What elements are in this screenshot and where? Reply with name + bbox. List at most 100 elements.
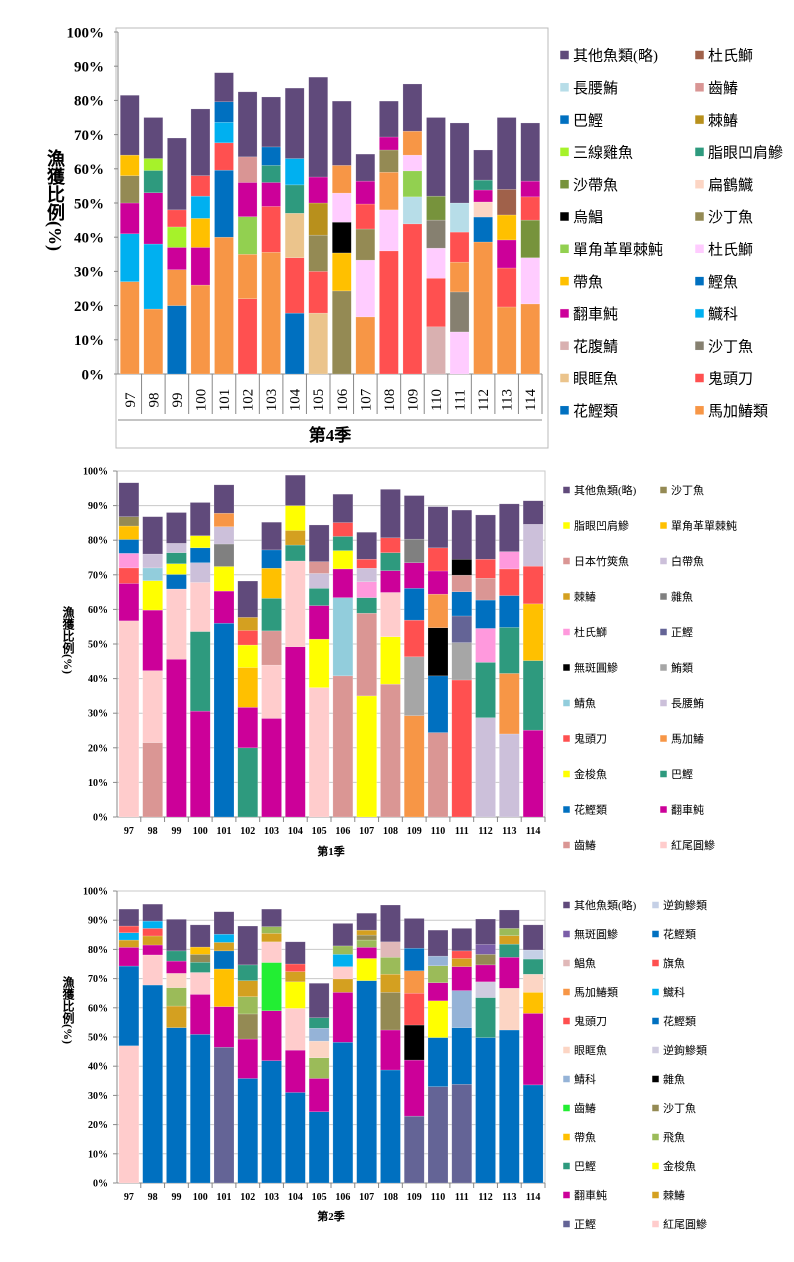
bar-segment-114-2 xyxy=(522,660,544,731)
bar-segment-103-1 xyxy=(261,251,281,375)
legend-swatch xyxy=(659,486,668,494)
bar-segment-97-5 xyxy=(118,539,140,554)
legend-item: 逆鉤鰺類 xyxy=(651,898,707,912)
bar-segment-105-7 xyxy=(308,983,330,1018)
bar-segment-108-6 xyxy=(379,100,399,138)
legend-swatch xyxy=(562,770,571,778)
bar-segment-97-4 xyxy=(118,939,140,948)
legend-item: 鬼頭刀 xyxy=(562,1014,607,1028)
legend-label: 眼眶魚 xyxy=(573,371,618,388)
legend-swatch xyxy=(562,592,571,601)
bar-segment-98-5 xyxy=(142,567,163,581)
bar-segment-102-4 xyxy=(237,182,258,217)
bar-segment-113-1 xyxy=(496,306,517,375)
y-tick-label: 50% xyxy=(88,1033,108,1044)
bar-segment-101-5 xyxy=(213,942,235,952)
legend-item: 馬加鰆 xyxy=(659,733,704,746)
legend-swatch xyxy=(562,521,571,530)
legend-swatch xyxy=(694,147,705,157)
bar-segment-100-2 xyxy=(190,247,211,286)
x-tick-label: 113 xyxy=(502,826,516,837)
legend-swatch xyxy=(694,179,705,189)
bar-segment-110-1 xyxy=(426,326,446,375)
legend-item: 其他魚類(略) xyxy=(562,898,637,912)
x-tick-label: 108 xyxy=(383,826,398,837)
legend-label: 單角革單棘魨 xyxy=(671,519,737,533)
legend-label: 日本竹筴魚 xyxy=(574,554,629,568)
y-axis-label: 漁獲比例(%) xyxy=(61,975,75,1044)
bar-segment-99-3 xyxy=(166,987,187,1007)
bar-segment-113-2 xyxy=(496,267,517,308)
bar-segment-107-2 xyxy=(355,259,376,318)
x-tick-label: 110 xyxy=(431,1192,445,1203)
x-tick-label: 111 xyxy=(453,389,469,410)
y-tick-label: 30% xyxy=(88,1091,108,1102)
x-tick-label: 100 xyxy=(193,389,209,412)
bar-segment-107-6 xyxy=(356,558,377,569)
legend-label: 馬加鰆類 xyxy=(708,403,768,420)
chart-title: 第1季 xyxy=(317,844,345,858)
legend-item: 齒鰆 xyxy=(562,1102,596,1115)
bar-segment-111-1 xyxy=(451,679,473,818)
bar-segment-98-1 xyxy=(142,742,163,818)
legend-swatch xyxy=(559,82,570,93)
y-tick-label: 100% xyxy=(83,467,108,478)
x-tick-label: 99 xyxy=(171,1192,181,1203)
legend-item: 脂眼凹肩鰺 xyxy=(694,145,783,162)
bar-segment-109-4 xyxy=(403,588,425,621)
bar-segment-108-1 xyxy=(380,1069,401,1184)
legend-item: 杜氏鰤 xyxy=(562,625,607,639)
bar-segment-108-2 xyxy=(380,1029,401,1071)
y-tick-label: 20% xyxy=(88,1120,108,1131)
bar-segment-97-2 xyxy=(118,965,140,1047)
bar-segment-113-2 xyxy=(499,987,520,1031)
bar-segment-99-6 xyxy=(166,950,187,962)
bar-segment-114-4 xyxy=(520,196,540,221)
legend-swatch xyxy=(559,179,570,189)
bar-segment-101-6 xyxy=(213,512,235,527)
x-tick-label: 102 xyxy=(240,1192,255,1203)
legend-item: 鯖科 xyxy=(562,1072,596,1086)
legend-label: 鯧魚 xyxy=(574,956,596,970)
legend-swatch xyxy=(651,1046,660,1054)
x-tick-label: 109 xyxy=(407,1192,422,1203)
legend-label: 烏鯧 xyxy=(573,209,603,226)
bar-segment-102-3 xyxy=(237,1013,259,1040)
x-tick-label: 111 xyxy=(455,826,469,837)
bar-segment-108-3 xyxy=(379,171,399,211)
legend-label: 齒鰆 xyxy=(708,80,738,97)
bar-segment-97-6 xyxy=(118,525,140,540)
bar-segment-110-4 xyxy=(426,219,446,249)
bar-segment-103-4 xyxy=(261,598,282,632)
x-tick-label: 101 xyxy=(217,1192,232,1203)
bar-segment-105-7 xyxy=(308,524,330,562)
bar-segment-109-4 xyxy=(403,992,425,1026)
legend-item: 鯧魚 xyxy=(562,956,596,970)
bar-segment-99-5 xyxy=(166,960,187,974)
legend-swatch xyxy=(651,930,660,938)
legend-swatch xyxy=(659,841,668,849)
legend-item: 沙丁魚 xyxy=(659,484,704,497)
legend-label: 翻車魨 xyxy=(573,306,618,323)
bar-segment-106-5 xyxy=(332,536,354,551)
legend-label: 鱵科 xyxy=(663,985,685,999)
bar-segment-102-7 xyxy=(237,925,259,966)
x-tick-label: 101 xyxy=(217,826,232,837)
legend-swatch xyxy=(559,211,570,222)
legend-label: 白帶魚 xyxy=(671,554,704,568)
legend-swatch xyxy=(694,211,705,222)
bar-segment-103-1 xyxy=(261,718,282,818)
legend-swatch xyxy=(559,50,570,60)
bar-segment-101-2 xyxy=(213,590,235,624)
bar-segment-98-3 xyxy=(142,944,163,956)
bar-segment-99-6 xyxy=(166,543,187,553)
bar-segment-112-5 xyxy=(475,954,496,966)
bar-segment-99-7 xyxy=(166,919,187,952)
bar-segment-112-5 xyxy=(475,578,496,601)
x-tick-label: 110 xyxy=(431,826,445,837)
bar-segment-106-7 xyxy=(332,923,354,947)
bar-segment-105-6 xyxy=(308,1017,330,1029)
x-tick-label: 99 xyxy=(171,826,181,837)
legend-label: 杜氏鰤 xyxy=(574,625,607,639)
legend-label: 花鰹類 xyxy=(574,803,607,817)
